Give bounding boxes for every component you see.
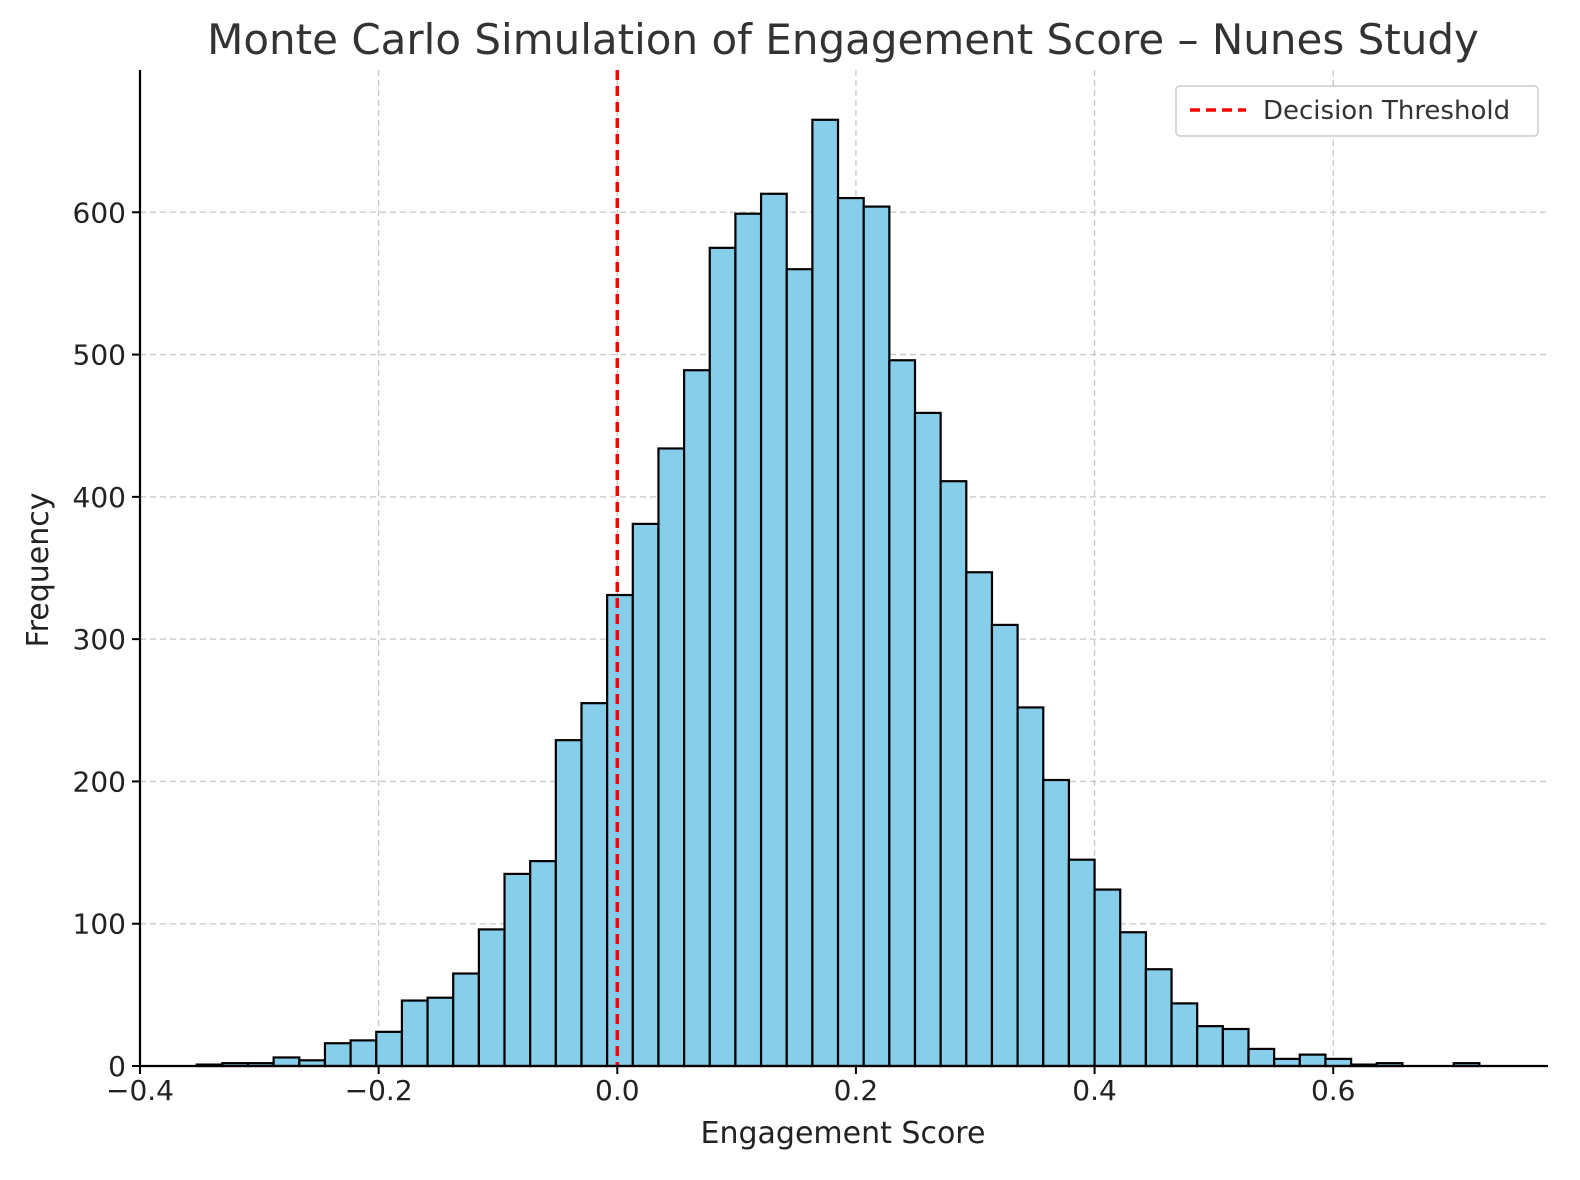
legend-label-threshold: Decision Threshold — [1263, 96, 1510, 126]
histogram-bar — [1016, 706, 1045, 1068]
histogram-bar — [759, 192, 788, 1068]
histogram-bar — [1119, 931, 1147, 1068]
y-tick-label: 200 — [73, 765, 126, 798]
histogram-bar — [400, 999, 429, 1068]
y-tick-label: 500 — [73, 339, 126, 372]
x-tick-label: −0.4 — [106, 1074, 174, 1107]
histogram-bar — [657, 447, 686, 1068]
bars-layer — [195, 118, 1481, 1068]
histogram-bar — [811, 118, 840, 1068]
histogram-bar — [965, 571, 994, 1068]
x-axis-label: Engagement Score — [701, 1116, 986, 1151]
histogram-bar — [477, 928, 506, 1068]
histogram-bar — [862, 205, 891, 1068]
y-tick-label: 100 — [73, 908, 126, 941]
x-tick-label: 0.4 — [1072, 1074, 1117, 1107]
histogram-bar — [1067, 858, 1096, 1068]
y-tick-label: 300 — [73, 623, 126, 656]
histogram-bar — [1221, 1027, 1250, 1068]
histogram-bar — [375, 1030, 404, 1068]
histogram-bar — [426, 996, 455, 1068]
legend: Decision Threshold — [1175, 85, 1539, 137]
histogram-bar — [1144, 968, 1173, 1068]
x-tick-label: 0.6 — [1311, 1074, 1356, 1107]
histogram-bar — [1247, 1047, 1276, 1068]
histogram-bar — [1170, 1002, 1199, 1068]
histogram-bar — [272, 1056, 301, 1068]
legend-box — [1175, 85, 1539, 137]
histogram-bar — [452, 972, 480, 1068]
histogram-bar — [939, 480, 968, 1068]
histogram-bar — [708, 246, 737, 1068]
histogram-bar — [1042, 778, 1071, 1068]
x-tick-label: −0.2 — [345, 1074, 413, 1107]
histogram-bar — [349, 1039, 378, 1068]
histogram-bar — [836, 196, 865, 1068]
axes-layer — [138, 70, 1548, 1068]
histogram-bar — [1093, 888, 1122, 1068]
histogram-bar — [554, 739, 583, 1068]
histogram-bar — [1196, 1025, 1224, 1068]
histogram-bar — [888, 359, 917, 1068]
histogram-bar — [503, 872, 532, 1068]
ticks-layer: −0.4 −0.2 0.0 0.2 0.4 0.6 0 100 200 300 400 500 600 — [73, 196, 1356, 1107]
x-tick-label: 0.2 — [834, 1074, 879, 1107]
histogram-bar — [580, 702, 609, 1068]
x-tick-label: 0.0 — [595, 1074, 640, 1107]
histogram-bar — [683, 369, 711, 1068]
histogram-bar — [323, 1042, 352, 1068]
y-tick-label: 600 — [73, 196, 126, 229]
histogram-bar — [734, 212, 763, 1068]
chart-title: Monte Carlo Simulation of Engagement Sco… — [207, 15, 1479, 64]
y-axis-label: Frequency — [21, 493, 56, 648]
histogram-bar — [529, 860, 557, 1068]
y-tick-label: 0 — [108, 1050, 126, 1083]
histogram-bar — [913, 411, 942, 1068]
histogram-bar — [785, 268, 814, 1068]
histogram-bar — [606, 593, 634, 1068]
histogram-bar — [1298, 1053, 1327, 1068]
y-tick-label: 400 — [73, 481, 126, 514]
histogram-bar — [990, 623, 1019, 1068]
histogram-bar — [631, 522, 660, 1068]
